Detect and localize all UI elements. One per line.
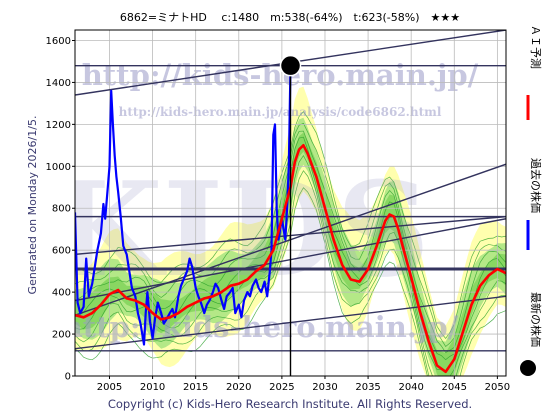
y-tick-label: 1000 xyxy=(46,162,71,173)
latest-marker-layer xyxy=(279,54,302,376)
ai-forecast-line xyxy=(75,144,506,374)
x-tick-label: 2050 xyxy=(485,382,510,393)
y-tick-label: 1400 xyxy=(46,78,71,89)
chart-title: 6862=ミナトHD c:1480 m:538(-64%) t:623(-58%… xyxy=(120,11,460,24)
legend-latest-swatch xyxy=(520,360,536,376)
watermark-big: KIDS xyxy=(50,153,430,306)
x-tick-label: 2040 xyxy=(398,382,423,393)
copyright: Copyright (c) Kids-Hero Research Institu… xyxy=(108,397,472,411)
y-tick-label: 200 xyxy=(52,330,71,341)
legend-ai-label: ＡＩ予測 xyxy=(529,25,543,69)
generated-note: Generated on Monday 2026/1/5. xyxy=(26,116,39,295)
y-tick-label: 400 xyxy=(52,288,71,299)
x-tick-label: 2020 xyxy=(226,382,251,393)
y-tick-label: 0 xyxy=(65,372,71,383)
x-tick-label: 2005 xyxy=(97,382,122,393)
x-tick-label: 2010 xyxy=(140,382,165,393)
x-tick-label: 2025 xyxy=(269,382,294,393)
y-tick-label: 1600 xyxy=(46,36,71,47)
x-tick-label: 2045 xyxy=(442,382,467,393)
latest-price-marker xyxy=(279,54,302,77)
watermark-layer: KIDS http://kids-hero.main.jp/ http://ki… xyxy=(50,58,479,344)
legend-latest-label: 最新の株価 xyxy=(529,292,543,347)
series-layer xyxy=(75,65,506,374)
past-price-line xyxy=(75,65,292,346)
legend-past-label: 過去の株価 xyxy=(529,158,543,213)
y-tick-label: 1200 xyxy=(46,120,71,131)
plot-frame xyxy=(74,29,507,377)
x-tick-label: 2035 xyxy=(355,382,380,393)
x-tick-label: 2030 xyxy=(312,382,337,393)
x-axis: 2005 2010 2015 2020 2025 2030 2035 2040 2045 2050 xyxy=(97,376,510,393)
forecast-band-inner xyxy=(75,132,506,376)
x-tick-label: 2015 xyxy=(183,382,208,393)
y-axis: 0 200 400 600 800 1000 1200 1400 1600 xyxy=(46,36,75,383)
y-tick-label: 600 xyxy=(52,246,71,257)
y-tick-label: 800 xyxy=(52,204,71,215)
watermark-url-sub: http://kids-hero.main.jp/analysis/code68… xyxy=(119,105,442,119)
legend: ＡＩ予測 過去の株価 最新の株価 xyxy=(520,25,543,376)
watermark-url-bottom: http://kids-hero.main.jp/ xyxy=(62,310,459,344)
